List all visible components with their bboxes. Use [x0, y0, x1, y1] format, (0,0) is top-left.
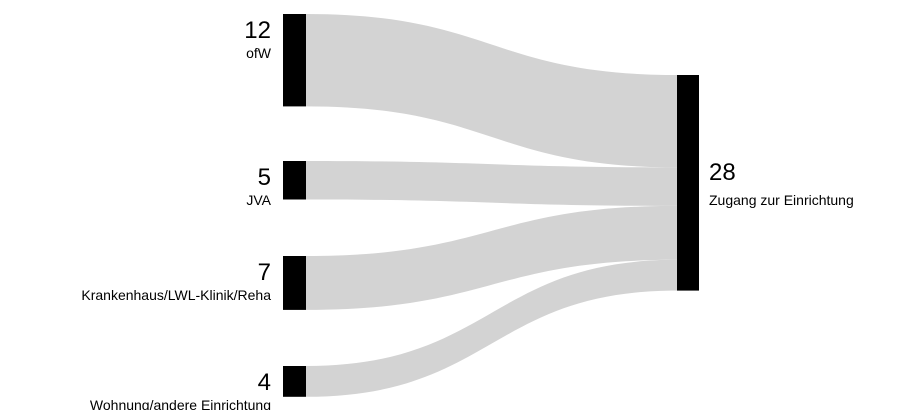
- source-name-label: JVA: [246, 192, 271, 208]
- source-value-label: 4: [258, 369, 271, 396]
- sankey-flow: [306, 205, 677, 310]
- target-node: [677, 75, 699, 291]
- source-name-label: Wohnung/andere Einrichtung: [90, 397, 271, 410]
- source-node: [283, 14, 306, 107]
- source-value-label: 12: [244, 17, 271, 44]
- source-node: [283, 256, 306, 310]
- target-value-label: 28: [709, 159, 736, 186]
- target-name-label: Zugang zur Einrichtung: [709, 192, 854, 208]
- sankey-flow: [306, 14, 677, 168]
- source-node: [283, 366, 306, 397]
- source-value-label: 7: [258, 259, 271, 286]
- source-node: [283, 161, 306, 200]
- source-name-label: Krankenhaus/LWL-Klinik/Reha: [81, 287, 271, 303]
- source-name-label: ofW: [246, 45, 272, 61]
- source-value-label: 5: [258, 164, 271, 191]
- sankey-flow: [306, 161, 677, 206]
- sankey-nodes: [283, 14, 699, 397]
- sankey-flows: [306, 14, 677, 397]
- sankey-flow: [306, 259, 677, 397]
